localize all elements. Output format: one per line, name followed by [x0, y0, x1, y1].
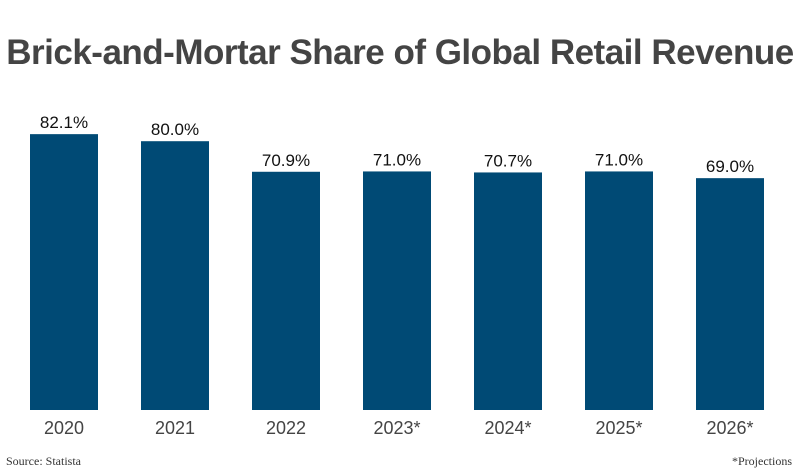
bar-2025: [585, 171, 653, 410]
x-tick-label: 2022: [266, 418, 306, 438]
data-label: 70.9%: [262, 151, 310, 170]
source-note: Source: Statista: [6, 454, 81, 468]
data-label: 80.0%: [151, 120, 199, 139]
x-tick-label: 2020: [44, 418, 84, 438]
bar-2022: [252, 171, 320, 410]
x-tick-label: 2024*: [484, 418, 531, 438]
data-label: 69.0%: [706, 157, 754, 176]
projections-footnote: *Projections: [732, 454, 792, 468]
x-tick-label: 2021: [155, 418, 195, 438]
bar-2026: [696, 178, 764, 410]
data-label: 71.0%: [595, 150, 643, 169]
bar-2024: [474, 172, 542, 410]
x-tick-label: 2026*: [706, 418, 753, 438]
data-label: 71.0%: [373, 150, 421, 169]
data-label: 82.1%: [40, 113, 88, 132]
bar-2020: [30, 134, 98, 411]
chart-title: Brick-and-Mortar Share of Global Retail …: [6, 33, 794, 72]
data-label: 70.7%: [484, 151, 532, 170]
x-tick-label: 2023*: [373, 418, 420, 438]
x-tick-label: 2025*: [595, 418, 642, 438]
bar-2021: [141, 141, 209, 410]
bar-2023: [363, 171, 431, 410]
